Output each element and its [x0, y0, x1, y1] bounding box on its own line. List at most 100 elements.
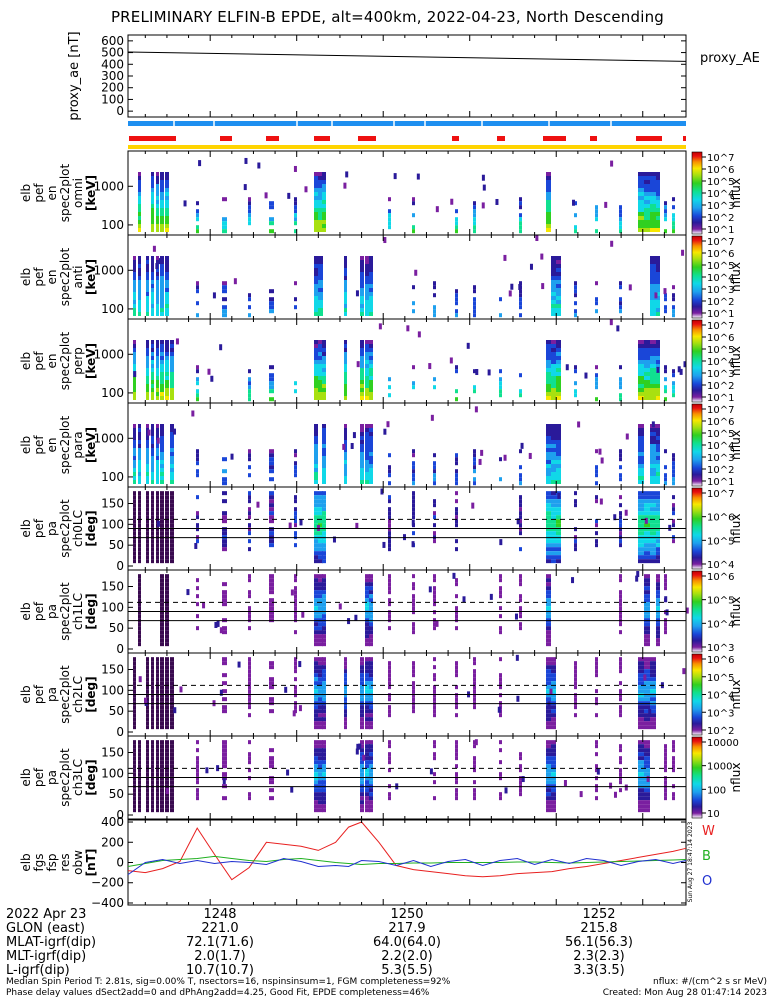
- spectrogram-cell: [165, 188, 169, 192]
- spectrogram-cell: [133, 539, 136, 544]
- spectrogram-cell: [360, 464, 364, 468]
- spectrogram-cell: [165, 292, 169, 296]
- science-zone-red-bar: [590, 136, 597, 141]
- y-axis-label: pef: [32, 601, 46, 621]
- spectrogram-cell: [133, 543, 136, 548]
- spectrogram-cell: [551, 523, 556, 528]
- spectrogram-cell: [151, 396, 154, 400]
- spectrogram-cell: [170, 535, 174, 540]
- spectrogram-cell: [314, 272, 318, 276]
- spectrogram-cell: [151, 340, 154, 344]
- spectrogram-cell: [433, 477, 436, 482]
- spectrogram-cell: [638, 535, 644, 540]
- spectrogram-cell: [619, 590, 622, 595]
- spectrogram-cell: [352, 432, 356, 439]
- spectrogram-cell: [165, 261, 169, 268]
- spectrogram-cell: [656, 428, 660, 432]
- spectrogram-cell: [156, 368, 159, 372]
- spectrogram-cell: [650, 272, 656, 276]
- spectrogram-cell: [156, 188, 159, 192]
- spectrogram-cell: [269, 796, 274, 801]
- spectrogram-cell: [165, 804, 169, 809]
- spectrogram-cell: [360, 392, 364, 396]
- spectrogram-cell: [412, 665, 415, 670]
- spectrogram-cell: [138, 606, 141, 611]
- spectrogram-cell: [365, 288, 370, 292]
- spectrogram-cell: [665, 609, 669, 616]
- spectrogram-cell: [146, 424, 149, 428]
- spectrogram-cell: [165, 685, 169, 690]
- spectrogram-cell: [138, 208, 141, 212]
- colorbar-tick-label: 10^7: [707, 489, 734, 500]
- spectrogram-cell: [314, 681, 318, 686]
- spectrogram-cell: [146, 495, 149, 500]
- spectrogram-cell: [196, 764, 199, 769]
- spectrogram-cell: [156, 701, 159, 706]
- spectrogram-cell: [369, 256, 373, 260]
- spectrogram-cell: [196, 473, 199, 478]
- spectrogram-cell: [322, 693, 326, 698]
- spectrogram-cell: [595, 297, 598, 302]
- spectrogram-cell: [196, 586, 199, 591]
- spectrogram-cell: [650, 376, 656, 380]
- spectrogram-cell: [619, 681, 622, 686]
- spectrogram-cell: [344, 284, 347, 288]
- spectrogram-cell: [455, 507, 458, 512]
- spectrogram-cell: [672, 473, 675, 478]
- spectrogram-cell: [138, 598, 141, 603]
- spectrogram-cell: [151, 476, 154, 480]
- spectrogram-cell: [151, 689, 154, 694]
- spectrogram-cell: [644, 590, 650, 595]
- spectrogram-cell: [388, 481, 391, 486]
- spectrogram-cell: [455, 309, 458, 314]
- spectrogram-cell: [519, 606, 522, 611]
- spectrogram-cell: [170, 539, 174, 544]
- spectrogram-cell: [138, 602, 141, 607]
- spectrogram-cell: [664, 780, 667, 785]
- spectrogram-cell: [170, 360, 174, 364]
- spectrogram-panel: [133, 319, 687, 402]
- spectrogram-cell: [365, 260, 370, 264]
- spectrogram-cell: [314, 618, 318, 623]
- spectrogram-cell: [551, 304, 556, 308]
- spectrogram-cell: [151, 551, 154, 556]
- spectrogram-cell: [156, 428, 159, 432]
- spectrogram-cell: [551, 284, 556, 288]
- spectrogram-cell: [369, 752, 373, 757]
- spectrogram-cell: [369, 436, 373, 440]
- spectrogram-cell: [156, 272, 159, 276]
- y-tick-label: 100: [101, 683, 124, 697]
- spectrogram-cell: [638, 527, 644, 532]
- colorbar-tick-label: 10^4: [707, 441, 734, 452]
- spectrogram-cell: [574, 539, 577, 544]
- spectrogram-cell: [146, 304, 149, 308]
- spectrogram-cell: [298, 705, 302, 712]
- spectrogram-cell: [619, 229, 622, 234]
- spectrogram-cell: [638, 709, 644, 714]
- spectrogram-cell: [650, 284, 656, 288]
- spectrogram-cell: [672, 369, 675, 374]
- spectrogram-cell: [146, 428, 149, 432]
- spectrogram-cell: [165, 709, 169, 714]
- spectrogram-cell: [318, 792, 323, 797]
- spectrogram-cell: [160, 388, 164, 392]
- spectrogram-cell: [664, 630, 667, 635]
- spectrogram-cell: [455, 776, 458, 781]
- spectrogram-cell: [556, 384, 561, 388]
- spectrogram-cell: [499, 477, 502, 482]
- spectrogram-cell: [638, 468, 644, 472]
- spectrogram-cell: [360, 657, 364, 662]
- spectrogram-cell: [160, 268, 164, 272]
- spectrogram-cell: [574, 289, 577, 294]
- spectrogram-cell: [519, 547, 522, 552]
- spectrogram-cell: [165, 304, 169, 308]
- y-axis-label: ch0LC: [71, 510, 85, 547]
- spectrogram-cell: [133, 436, 136, 440]
- spectrogram-cell: [499, 381, 502, 386]
- spectrogram-cell: [644, 740, 650, 745]
- spectrogram-cell: [322, 196, 326, 200]
- spectrogram-cell: [556, 272, 561, 276]
- spectrogram-cell: [551, 368, 556, 372]
- spectrogram-cell: [322, 204, 326, 208]
- spectrogram-cell: [170, 352, 174, 356]
